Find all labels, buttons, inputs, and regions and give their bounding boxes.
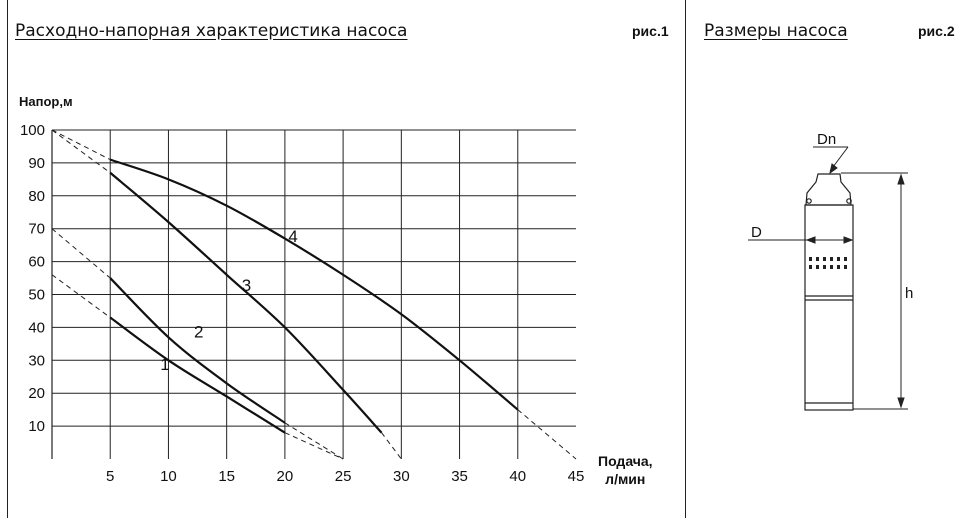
x-axis-label: Подача, л/мин bbox=[598, 452, 653, 488]
x-tick-label: 10 bbox=[160, 468, 177, 485]
x-tick-label: 45 bbox=[568, 468, 585, 485]
x-tick-label: 30 bbox=[393, 468, 410, 485]
curve-3-dashed-end bbox=[381, 432, 402, 460]
curve-4-dashed-end bbox=[517, 409, 577, 460]
pump-dimensions-drawing: Dn D h bbox=[748, 131, 913, 411]
curve-1-dashed-end bbox=[284, 432, 344, 460]
curve-4-dashed-start bbox=[51, 129, 111, 161]
y-tick-label: 80 bbox=[28, 188, 45, 205]
y-axis-label: Напор,м bbox=[19, 94, 73, 109]
y-tick-label: 50 bbox=[28, 287, 45, 304]
label-d: D bbox=[751, 224, 762, 241]
x-axis-label-line1: Подача, bbox=[598, 453, 653, 469]
curve-2-dashed-start bbox=[51, 228, 111, 279]
curve-label-3: 3 bbox=[242, 276, 251, 295]
curve-3-dashed-start bbox=[51, 129, 111, 174]
curve-labels: 1 2 3 4 bbox=[160, 227, 298, 374]
pump-head-flow-chart: 5 10 15 20 25 30 35 40 45 10 20 30 40 50 60 70 80 90 100 1… bbox=[20, 122, 584, 485]
left-border bbox=[7, 0, 8, 518]
dims-title: Размеры насоса bbox=[704, 21, 848, 41]
y-tick-label: 70 bbox=[28, 221, 45, 238]
y-tick-label: 60 bbox=[28, 254, 45, 271]
curve-4 bbox=[109, 158, 519, 411]
curve-label-2: 2 bbox=[194, 322, 203, 341]
grid bbox=[51, 129, 576, 459]
y-tick-label: 40 bbox=[28, 319, 45, 336]
curve-2 bbox=[109, 277, 286, 424]
h-dimension bbox=[841, 172, 908, 410]
curve-1 bbox=[109, 316, 286, 434]
curve-label-4: 4 bbox=[288, 227, 297, 246]
y-tick-label: 10 bbox=[28, 418, 45, 435]
x-tick-label: 15 bbox=[218, 468, 235, 485]
curve-1-dashed-start bbox=[51, 274, 111, 318]
curve-3 bbox=[109, 171, 383, 434]
dn-leader bbox=[813, 146, 849, 175]
y-tick-label: 90 bbox=[28, 155, 45, 172]
x-tick-label: 20 bbox=[277, 468, 294, 485]
x-axis-label-line2: л/мин bbox=[605, 471, 646, 487]
panel-divider bbox=[685, 0, 686, 518]
x-tick-label: 25 bbox=[335, 468, 352, 485]
x-tick-label: 35 bbox=[451, 468, 468, 485]
inlet-grid bbox=[809, 257, 847, 269]
y-tick-label: 100 bbox=[20, 122, 45, 139]
x-tick-label: 5 bbox=[106, 468, 114, 485]
label-h: h bbox=[905, 285, 913, 302]
y-tick-label: 20 bbox=[28, 385, 45, 402]
fig-label-2: рис.2 bbox=[918, 23, 955, 39]
curves bbox=[51, 129, 577, 460]
curve-2-dashed-end bbox=[284, 422, 344, 460]
y-tick-label: 30 bbox=[28, 352, 45, 369]
pump-outline bbox=[804, 173, 854, 411]
tick-labels: 5 10 15 20 25 30 35 40 45 10 20 30 40 50 60 70 80 90 100 bbox=[20, 122, 584, 485]
curve-label-1: 1 bbox=[160, 355, 169, 374]
label-dn: Dn bbox=[817, 131, 836, 148]
x-tick-label: 40 bbox=[509, 468, 526, 485]
fig-label-1: рис.1 bbox=[632, 23, 669, 39]
d-dimension bbox=[748, 236, 854, 244]
chart-title: Расходно-напорная характеристика насоса bbox=[15, 21, 408, 41]
